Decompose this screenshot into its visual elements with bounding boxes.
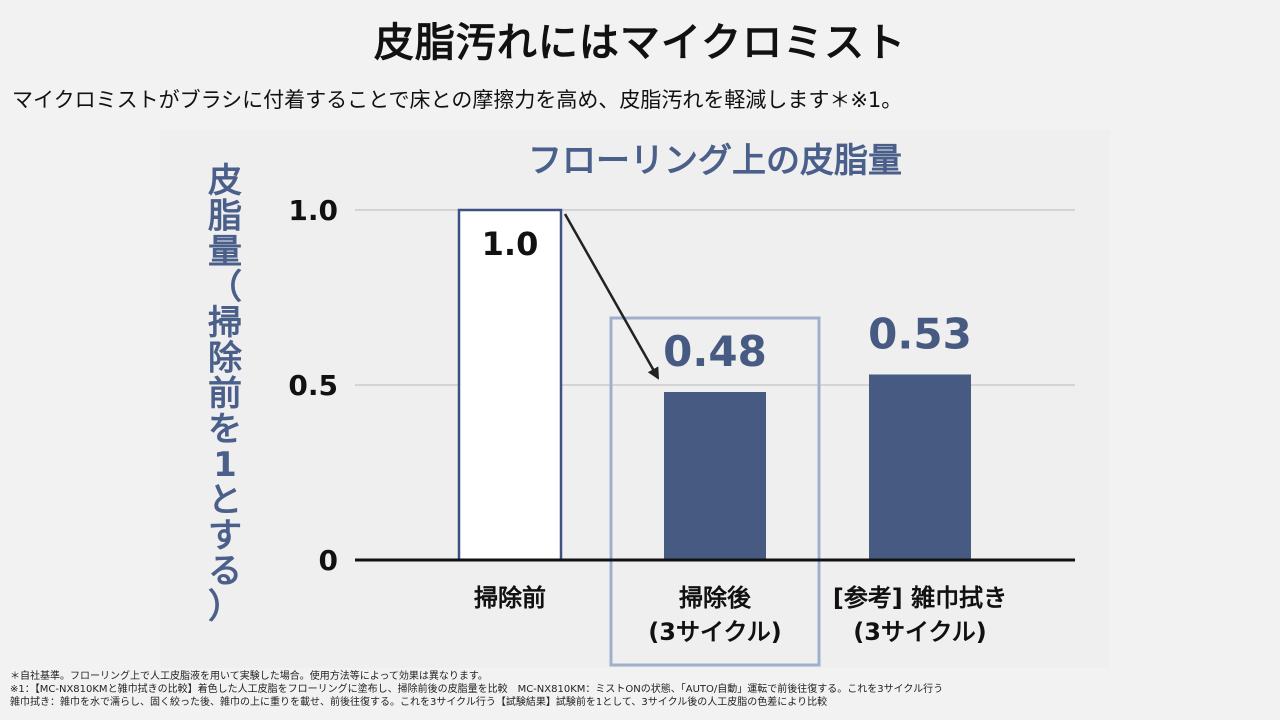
y-tick-label: 0.5: [288, 369, 338, 402]
data-label: 1.0: [482, 225, 539, 263]
y-tick-label: 1.0: [288, 194, 338, 227]
x-category-sublabel: (3サイクル): [853, 618, 986, 646]
footnote-2: ※1：【MC-NX810KMと雑巾拭きの比較】着色した人工皮脂をフローリングに塗…: [10, 684, 944, 695]
footnote-3: 雑巾拭き：雑巾を水で濡らし、固く絞った後、雑巾の上に重りを載せ、前後往復する。こ…: [10, 697, 828, 708]
data-label: 0.53: [868, 310, 972, 359]
x-category-label: [参考] 雑巾拭き: [833, 584, 1007, 612]
chart-panel: フローリング上の皮脂量皮脂量（掃除前を 1 とする） 0 0.5 1.0 1.0 0.48 0.…: [160, 130, 1110, 668]
highlight-box: [609, 316, 821, 667]
x-category-label: 掃除前: [474, 584, 546, 612]
bar-after-cleaning: [664, 392, 766, 560]
bar-before-cleaning: [457, 208, 563, 562]
data-label: 0.48: [663, 327, 767, 376]
y-axis-label: 皮脂量（掃除前を 1 とする）: [208, 161, 243, 627]
reduction-arrow: [563, 213, 660, 380]
footnotes: ＊自社基準。フローリング上で人工皮脂液を用いて実験した場合。使用方法等によって効…: [10, 670, 1270, 709]
x-category-label: 掃除後: [679, 584, 752, 612]
x-category-sublabel: (3サイクル): [648, 618, 781, 646]
y-tick-label: 0: [319, 544, 338, 577]
bar-rag-wiping: [869, 374, 971, 560]
lead-text: マイクロミストがブラシに付着することで床との摩擦力を高め、皮脂汚れを軽減します＊…: [12, 88, 903, 112]
chart-title: フローリング上の皮脂量: [528, 141, 902, 181]
footnote-1: ＊自社基準。フローリング上で人工皮脂液を用いて実験した場合。使用方法等によって効…: [10, 671, 488, 682]
page-title: 皮脂汚れにはマイクロミスト: [373, 20, 907, 66]
